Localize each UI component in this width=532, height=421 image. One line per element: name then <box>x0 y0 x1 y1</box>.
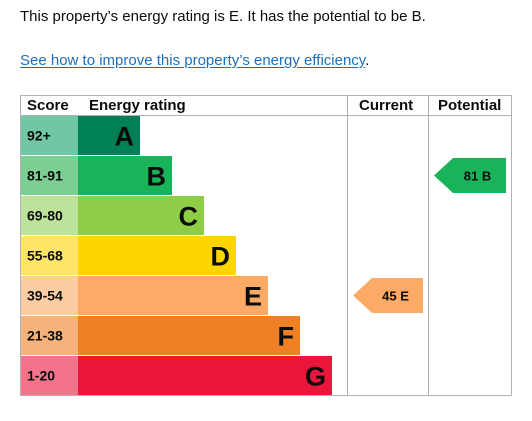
header-energy-rating: Energy rating <box>89 97 186 114</box>
score-cell-d <box>21 236 78 275</box>
rating-bar-d <box>78 236 236 275</box>
score-cell-f <box>21 316 78 355</box>
rating-bar-g <box>78 356 332 395</box>
improve-efficiency-link[interactable]: See how to improve this property’s energ… <box>20 52 366 69</box>
potential-rating-label: 81 B <box>464 169 491 184</box>
rating-bar-b <box>78 156 172 195</box>
score-label-e: 39-54 <box>27 288 63 304</box>
improve-efficiency-line: See how to improve this property’s energ… <box>20 51 369 71</box>
rating-letter-a: A <box>115 122 135 152</box>
current-rating-arrow <box>353 278 423 313</box>
score-label-b: 81-91 <box>27 168 63 184</box>
rating-bar-c <box>78 196 204 235</box>
header-current: Current <box>359 97 413 114</box>
chart-grid <box>20 95 512 396</box>
rating-letter-f: F <box>278 322 295 352</box>
score-cell-g <box>21 356 78 395</box>
score-label-a: 92+ <box>27 128 51 144</box>
rating-letter-g: G <box>305 362 326 392</box>
rating-bar-a <box>78 116 140 155</box>
score-label-c: 69-80 <box>27 208 63 224</box>
link-suffix: . <box>365 52 370 69</box>
rating-bar-e <box>78 276 268 315</box>
score-label-g: 1-20 <box>27 368 55 384</box>
rating-letter-b: B <box>147 162 167 192</box>
rating-bands: 92+ A 81-91 B 69-80 C 55-68 D 39-54 E 21-38 F 1-20 G <box>21 116 332 395</box>
rating-markers: 45 E 81 B <box>353 158 506 313</box>
score-cell-c <box>21 196 78 235</box>
rating-letter-c: C <box>179 202 199 232</box>
header-potential: Potential <box>438 97 501 114</box>
score-cell-e <box>21 276 78 315</box>
score-cell-b <box>21 156 78 195</box>
score-label-d: 55-68 <box>27 248 63 264</box>
score-cell-a <box>21 116 78 155</box>
current-rating-label: 45 E <box>382 289 409 304</box>
rating-letter-d: D <box>211 242 231 272</box>
header-score: Score <box>27 97 69 114</box>
score-label-f: 21-38 <box>27 328 63 344</box>
energy-rating-summary: This property’s energy rating is E. It h… <box>20 8 426 25</box>
rating-bar-f <box>78 316 300 355</box>
potential-rating-arrow <box>434 158 506 193</box>
rating-letter-e: E <box>244 282 262 312</box>
